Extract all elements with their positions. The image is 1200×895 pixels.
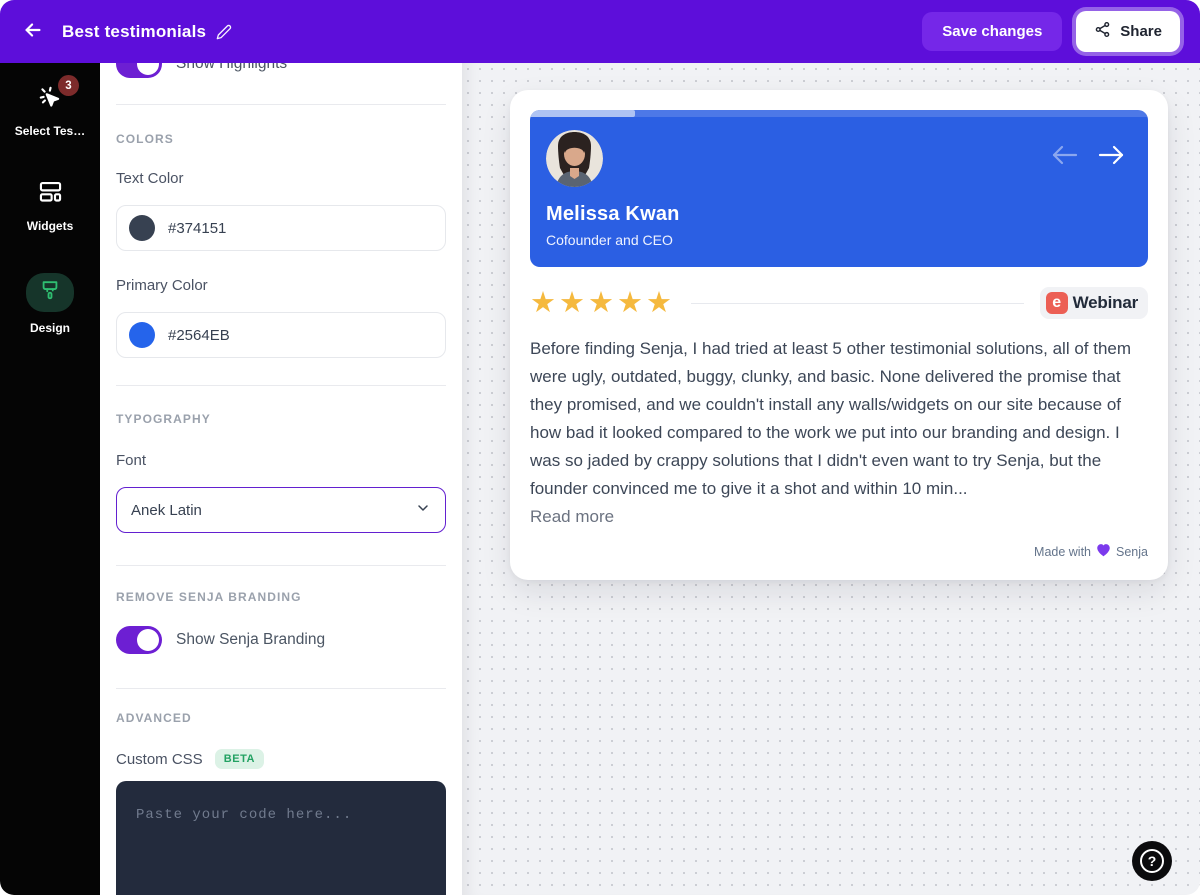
show-highlights-row: Show Highlights [116,63,446,78]
brand-logo-text: Webinar [1072,293,1139,312]
selected-count-badge: 3 [58,75,79,96]
testimonial-text: Before finding Senja, I had tried at lea… [530,339,1132,498]
share-icon [1094,21,1111,42]
testimonial-header: Melissa Kwan Cofounder and CEO [530,110,1148,267]
testimonial-card: Melissa Kwan Cofounder and CEO [510,90,1168,580]
senja-branding-row: Show Senja Branding [116,626,446,654]
rating-row: ★★★★★ e Webinar [530,287,1148,319]
text-color-value: #374151 [168,219,227,237]
rail-label: Select Tes… [14,124,86,138]
chevron-down-icon [415,500,431,521]
carousel-progress-fill [530,110,636,117]
widget-title: Best testimonials [62,21,207,41]
brand-logo: e Webinar [1039,287,1148,319]
beta-badge: BETA [214,749,265,769]
topbar-actions: Save changes Share [922,11,1184,52]
text-color-swatch[interactable] [129,215,155,241]
widgets-icon [37,178,64,210]
made-with-prefix: Made with [1034,544,1092,559]
carousel-progress-track [530,110,1148,117]
arrow-left-icon [1050,142,1080,171]
paintbrush-icon [39,279,61,306]
divider [691,302,1024,304]
question-mark-icon: ? [1140,849,1164,873]
author-role: Cofounder and CEO [546,232,673,248]
carousel-nav [1050,142,1126,171]
arrow-right-icon [1096,142,1126,171]
rail-item-design[interactable]: Design [0,273,100,335]
made-with-suffix: Senja [1116,544,1148,559]
primary-color-label: Primary Color [116,277,208,294]
prev-testimonial-button[interactable] [1050,142,1080,171]
divider [116,385,446,386]
arrow-left-icon [22,19,44,44]
divider [116,688,446,689]
author-name: Melissa Kwan [546,203,680,225]
primary-color-value: #2564EB [168,326,230,344]
rail-label: Widgets [26,219,74,233]
rail-item-select-testimonials[interactable]: 3 Select Tes… [0,75,100,138]
rail-item-widgets[interactable]: Widgets [0,178,100,233]
show-senja-branding-toggle[interactable] [116,626,162,654]
show-senja-branding-label: Show Senja Branding [176,631,326,648]
back-button[interactable] [22,19,44,44]
advanced-section-title: ADVANCED [116,711,192,725]
primary-color-swatch[interactable] [129,322,155,348]
star-rating: ★★★★★ [530,286,675,319]
primary-color-input[interactable]: #2564EB [116,312,446,358]
left-rail: 3 Select Tes… Widgets [0,63,100,895]
rail-label: Design [29,321,70,335]
custom-css-editor[interactable] [116,781,446,895]
help-button[interactable]: ? [1132,841,1172,881]
active-tab-pill [26,273,74,312]
font-label: Font [116,452,147,469]
font-select[interactable]: Anek Latin [116,487,446,533]
custom-css-row: Custom CSS BETA [116,749,446,769]
divider [116,104,446,105]
font-select-value: Anek Latin [131,501,202,519]
edit-title-icon[interactable] [216,24,232,40]
cursor-click-icon [37,84,63,115]
save-changes-button[interactable]: Save changes [922,12,1063,51]
colors-section-title: COLORS [116,132,174,146]
avatar [546,130,603,187]
brand-logo-icon: e [1045,292,1068,314]
made-with-senja[interactable]: Made with Senja [530,543,1148,560]
custom-css-label: Custom CSS [116,750,203,768]
share-button[interactable]: Share [1076,11,1180,52]
text-color-input[interactable]: #374151 [116,205,446,251]
show-highlights-label: Show Highlights [176,63,288,72]
show-highlights-toggle[interactable] [116,63,162,78]
top-bar: Best testimonials Save changes Share [0,0,1200,63]
design-settings-panel: Show Highlights COLORS Text Color #37415… [100,63,462,895]
divider [116,565,446,566]
typography-section-title: TYPOGRAPHY [116,412,211,426]
text-color-label: Text Color [116,170,184,187]
heart-icon [1096,543,1111,560]
next-testimonial-button[interactable] [1096,142,1126,171]
share-label: Share [1120,23,1162,40]
widget-preview-canvas: Melissa Kwan Cofounder and CEO [462,63,1200,895]
branding-section-title: REMOVE SENJA BRANDING [116,590,302,604]
read-more-link[interactable]: Read more [530,507,615,526]
